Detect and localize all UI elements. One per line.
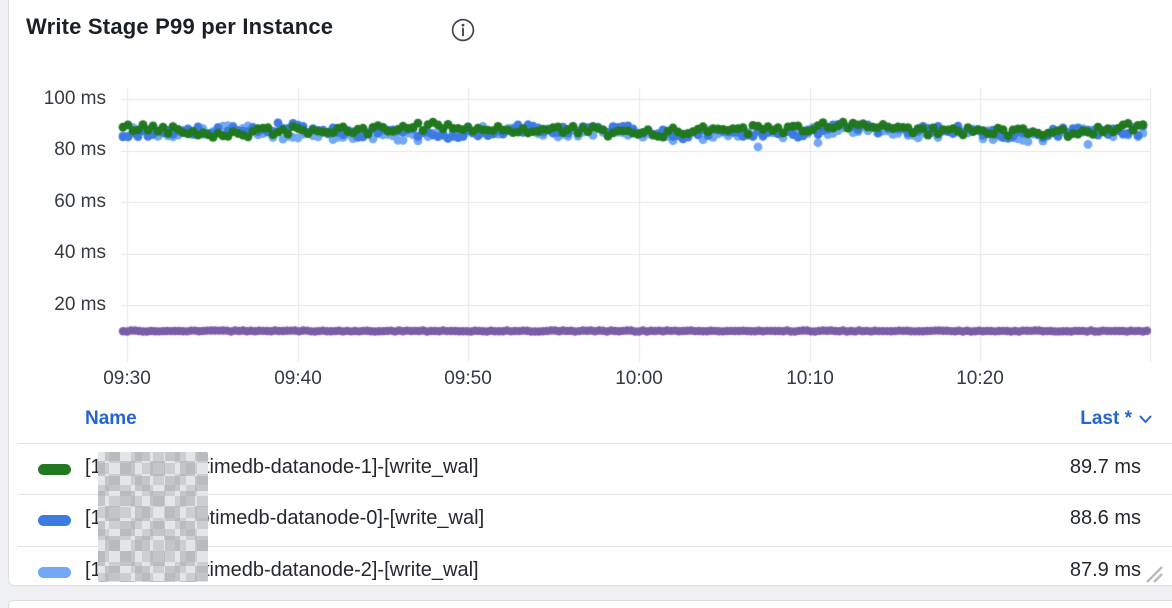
x-axis-label: 10:00: [615, 368, 663, 389]
y-axis-label: 40 ms: [54, 242, 106, 263]
series-last-value: 88.6 ms: [1069, 507, 1141, 529]
legend-header-last[interactable]: Last *: [1080, 408, 1152, 430]
x-axis-label: 09:40: [274, 368, 322, 389]
y-axis-label: 60 ms: [54, 191, 106, 212]
info-icon[interactable]: [450, 17, 476, 43]
y-axis-label: 100 ms: [43, 88, 106, 109]
panel-title[interactable]: Write Stage P99 per Instance: [26, 14, 334, 39]
redacted-region: [98, 452, 208, 582]
chevron-down-icon: [1139, 415, 1152, 423]
x-axis-label: 09:30: [103, 368, 151, 389]
legend-divider: [18, 494, 1172, 495]
resize-handle-icon[interactable]: [1138, 558, 1164, 584]
legend-divider: [18, 443, 1172, 444]
y-axis-label: 80 ms: [54, 139, 106, 160]
next-panel: [8, 600, 1172, 608]
y-axis-label: 20 ms: [54, 294, 106, 315]
legend-header-last-label: Last *: [1080, 408, 1132, 429]
legend-header-name[interactable]: Name: [85, 408, 137, 429]
series-color-marker: [38, 567, 71, 578]
x-axis-label: 10:10: [786, 368, 834, 389]
series-last-value: 89.7 ms: [1069, 456, 1141, 478]
legend-divider: [18, 546, 1172, 547]
x-axis-label: 10:20: [956, 368, 1004, 389]
timeseries-chart[interactable]: [0, 0, 1172, 400]
series-color-marker: [38, 515, 71, 526]
series-color-marker: [38, 464, 71, 475]
series-last-value: 87.9 ms: [1069, 559, 1141, 581]
x-axis-label: 09:50: [444, 368, 492, 389]
